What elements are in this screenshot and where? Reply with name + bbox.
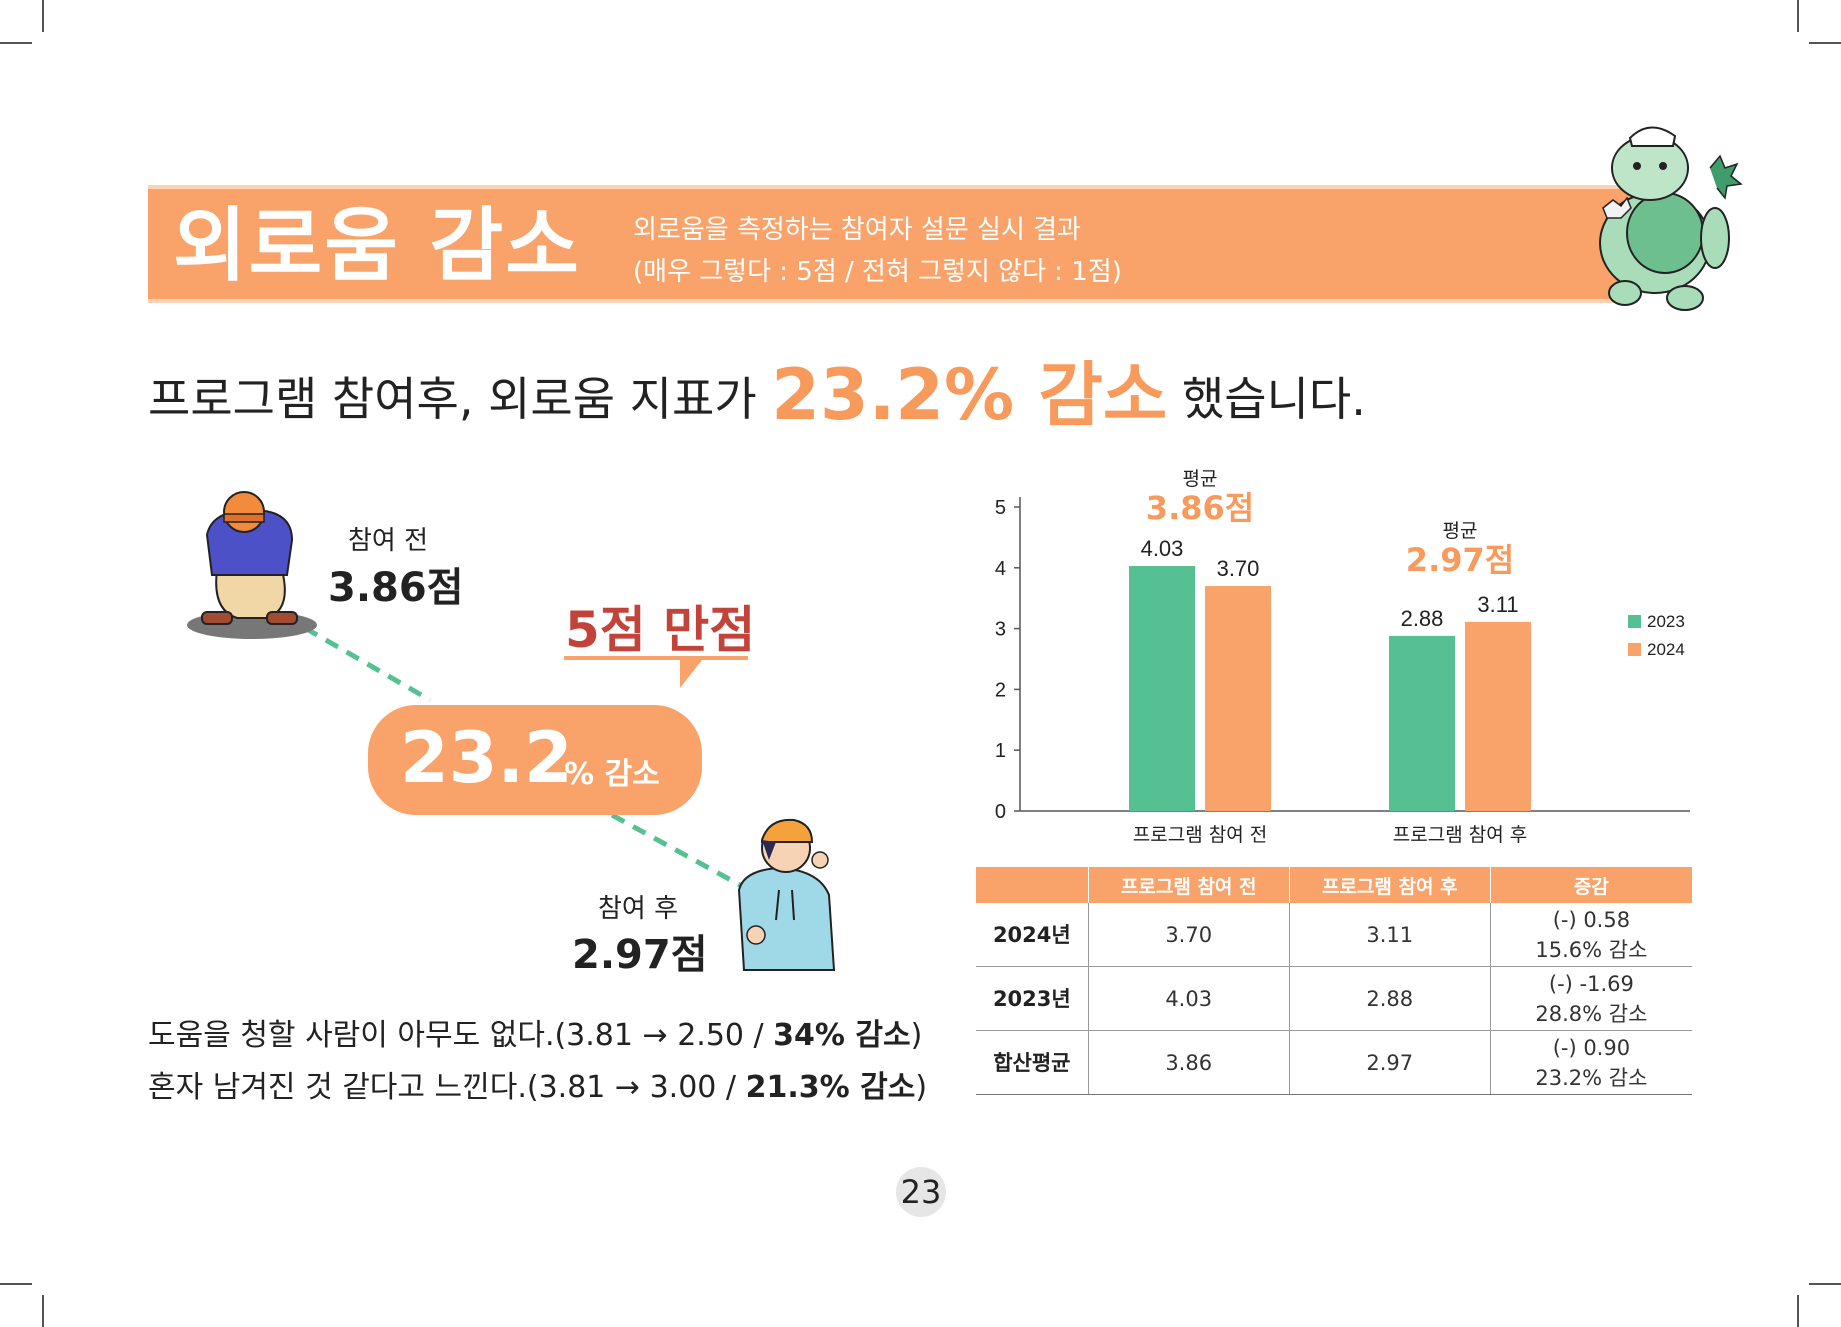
happy-person-illustration bbox=[737, 818, 836, 971]
headline-prefix: 프로그램 참여후, 외로움 지표가 bbox=[148, 372, 757, 426]
crop-mark bbox=[1797, 0, 1799, 32]
decrease-unit: % 감소 bbox=[564, 757, 660, 792]
cell-change: (-) -1.69 28.8% 감소 bbox=[1489, 966, 1692, 1031]
decrease-pill: 23.2 % 감소 bbox=[368, 705, 702, 815]
x-category-label: 프로그램 참여 전 bbox=[1133, 824, 1267, 846]
y-tick-label: 3 bbox=[995, 619, 1006, 641]
bar-value-label: 3.70 bbox=[1217, 556, 1260, 581]
change-diff: (-) -1.69 bbox=[1548, 971, 1634, 996]
before-label: 참여 전 bbox=[348, 526, 429, 556]
cell-after: 2.88 bbox=[1288, 966, 1491, 1031]
crop-mark bbox=[1809, 42, 1841, 44]
before-score: 3.86점 bbox=[328, 565, 464, 611]
stat-line: 도움을 청할 사람이 아무도 없다.(3.81 → 2.50 / 34% 감소) bbox=[148, 1010, 922, 1054]
bar-value-label: 3.11 bbox=[1477, 592, 1518, 617]
table-header-cell bbox=[976, 867, 1089, 903]
row-label: 2024년 bbox=[976, 903, 1089, 967]
results-table: 프로그램 참여 전 프로그램 참여 후 증감 2024년 3.70 3.11 (… bbox=[976, 867, 1692, 1095]
change-diff: (-) 0.90 bbox=[1552, 1035, 1631, 1060]
bar-chart: 0 1 2 3 4 5 4.03 3.70 프로그램 참여 전 2.88 3.11 프로그램 참여 후… bbox=[995, 468, 1690, 846]
after-score: 2.97점 bbox=[572, 932, 708, 978]
table-row: 합산평균 3.86 2.97 (-) 0.90 23.2% 감소 bbox=[976, 1030, 1692, 1095]
table-header-cell: 프로그램 참여 후 bbox=[1288, 867, 1491, 903]
legend-label: 2024 bbox=[1647, 640, 1685, 659]
change-pct: 23.2% 감소 bbox=[1535, 1065, 1648, 1090]
cell-before: 4.03 bbox=[1087, 966, 1290, 1031]
average-label: 평균 bbox=[1183, 468, 1218, 490]
row-label: 합산평균 bbox=[976, 1030, 1089, 1095]
sad-person-illustration bbox=[187, 491, 317, 639]
bar bbox=[1389, 635, 1455, 811]
average-value: 3.86점 bbox=[1146, 489, 1254, 527]
crop-mark bbox=[0, 1283, 32, 1285]
bar bbox=[1129, 565, 1195, 811]
table-header-cell: 증감 bbox=[1489, 867, 1692, 903]
change-pct: 28.8% 감소 bbox=[1535, 1001, 1648, 1026]
after-label: 참여 후 bbox=[598, 894, 679, 924]
crop-mark bbox=[42, 1295, 44, 1327]
bar bbox=[1205, 586, 1271, 811]
max-score-callout: 5점 만점 bbox=[565, 601, 756, 659]
section-title: 외로움 감소 bbox=[173, 199, 581, 292]
cell-after: 2.97 bbox=[1288, 1030, 1491, 1095]
bar bbox=[1465, 621, 1531, 811]
crop-mark bbox=[42, 0, 44, 32]
bar-value-label: 4.03 bbox=[1141, 536, 1184, 561]
stat-end: ) bbox=[915, 1070, 928, 1105]
headline-highlight: 23.2% 감소 bbox=[771, 354, 1168, 436]
x-category-label: 프로그램 참여 후 bbox=[1393, 824, 1527, 846]
headline-suffix: 했습니다. bbox=[1181, 372, 1366, 426]
stat-text: 혼자 남겨진 것 같다고 느낀다.(3.81 → 3.00 / bbox=[148, 1070, 746, 1105]
y-tick-label: 2 bbox=[995, 679, 1006, 701]
average-value: 2.97점 bbox=[1406, 541, 1514, 579]
table-header-cell: 프로그램 참여 전 bbox=[1087, 867, 1290, 903]
legend-label: 2023 bbox=[1647, 612, 1685, 631]
cell-before: 3.86 bbox=[1087, 1030, 1290, 1095]
table-row: 2024년 3.70 3.11 (-) 0.58 15.6% 감소 bbox=[976, 903, 1692, 967]
table-header-row: 프로그램 참여 전 프로그램 참여 후 증감 bbox=[976, 867, 1692, 903]
headline: 프로그램 참여후, 외로움 지표가 23.2% 감소 했습니다. bbox=[148, 360, 1366, 434]
page-number: 23 bbox=[896, 1167, 946, 1217]
cell-change: (-) 0.90 23.2% 감소 bbox=[1489, 1030, 1692, 1095]
y-tick-label: 0 bbox=[995, 801, 1006, 823]
legend-swatch bbox=[1628, 615, 1641, 628]
crop-mark bbox=[1809, 1283, 1841, 1285]
decrease-value: 23.2 bbox=[400, 717, 573, 799]
cell-after: 3.11 bbox=[1288, 903, 1491, 967]
stat-end: ) bbox=[910, 1018, 923, 1053]
stat-bold: 34% 감소 bbox=[773, 1018, 911, 1053]
y-tick-label: 5 bbox=[995, 497, 1006, 519]
average-label: 평균 bbox=[1443, 520, 1478, 542]
change-pct: 15.6% 감소 bbox=[1535, 937, 1648, 962]
stat-line: 혼자 남겨진 것 같다고 느낀다.(3.81 → 3.00 / 21.3% 감소… bbox=[148, 1062, 927, 1106]
legend-swatch bbox=[1628, 643, 1641, 656]
turtle-mascot-illustration bbox=[1599, 126, 1743, 311]
bar-value-label: 2.88 bbox=[1401, 606, 1444, 631]
row-label: 2023년 bbox=[976, 966, 1089, 1031]
section-subtitle: 외로움을 측정하는 참여자 설문 실시 결과 bbox=[633, 215, 1081, 245]
section-subtitle-scale: (매우 그렇다 : 5점 / 전혀 그렇지 않다 : 1점) bbox=[633, 257, 1122, 287]
callout-underline bbox=[564, 656, 748, 688]
stat-text: 도움을 청할 사람이 아무도 없다.(3.81 → 2.50 / bbox=[148, 1018, 774, 1053]
y-tick-label: 4 bbox=[995, 558, 1006, 580]
stat-bold: 21.3% 감소 bbox=[745, 1070, 916, 1105]
table-row: 2023년 4.03 2.88 (-) -1.69 28.8% 감소 bbox=[976, 966, 1692, 1031]
header-banner: 외로움 감소 외로움을 측정하는 참여자 설문 실시 결과 (매우 그렇다 : … bbox=[148, 185, 1638, 303]
crop-mark bbox=[1797, 1295, 1799, 1327]
change-diff: (-) 0.58 bbox=[1552, 907, 1631, 932]
y-tick-label: 1 bbox=[995, 740, 1006, 762]
cell-before: 3.70 bbox=[1087, 903, 1290, 967]
cell-change: (-) 0.58 15.6% 감소 bbox=[1489, 903, 1692, 967]
crop-mark bbox=[0, 42, 32, 44]
